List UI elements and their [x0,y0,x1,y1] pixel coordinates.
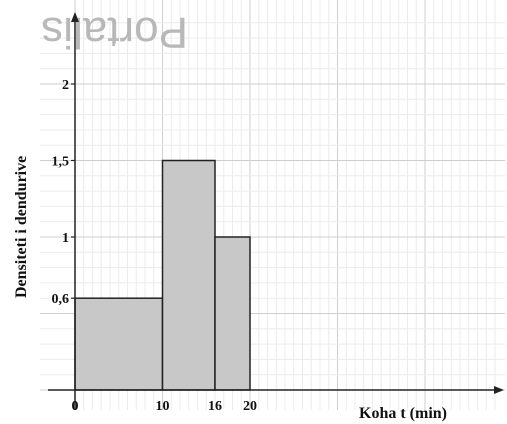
x-tick-label: 10 [156,399,170,414]
bar-10-16 [161,159,216,391]
y-tick-label: 2 [62,78,69,93]
x-tick-label: 0 [72,399,79,414]
x-tick-label: 20 [243,399,257,414]
bar-16-20 [214,236,251,391]
y-tick-label: 0,6 [52,292,70,307]
histogram-bars [74,159,251,391]
x-tick-label: 16 [208,399,222,414]
y-tick-labels: 0,6 1 1,5 2 [52,78,75,307]
y-tick-label: 1,5 [52,155,70,170]
watermark: Portalis [41,8,188,57]
x-tick-labels: 0 10 16 20 [72,399,258,414]
y-tick-label: 1 [62,231,69,246]
axes [48,12,504,410]
y-axis-arrow [71,12,79,22]
bar-0-10 [74,297,164,391]
x-axis-arrow [494,386,504,394]
x-axis-label: Koha t (min) [359,405,447,422]
y-axis-label: Densiteti i dendurive [13,156,30,298]
